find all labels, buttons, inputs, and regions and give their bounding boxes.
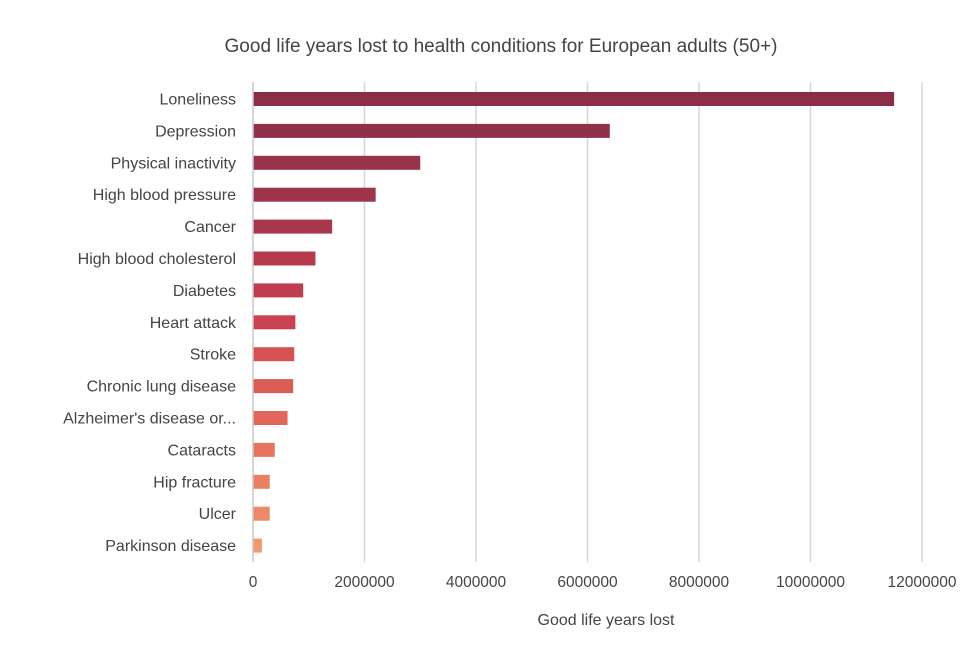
category-label: Cataracts — [168, 442, 236, 459]
bar — [253, 92, 895, 106]
category-label: Physical inactivity — [111, 155, 236, 172]
x-tick-label: 8000000 — [669, 574, 730, 591]
chart-title: Good life years lost to health condition… — [225, 36, 778, 57]
bar — [253, 347, 295, 362]
category-label: Alzheimer's disease or... — [63, 411, 236, 428]
x-tick-labels: 0 2000000 4000000 6000000 8000000 10000000 120… — [249, 574, 957, 591]
category-label: Heart attack — [150, 315, 237, 332]
category-label: Stroke — [190, 347, 236, 364]
category-label: Chronic lung disease — [87, 379, 237, 396]
x-tick-label: 4000000 — [446, 574, 507, 591]
x-tick-label: 12000000 — [888, 574, 957, 591]
category-label: Parkinson disease — [105, 538, 236, 555]
category-label: Cancer — [184, 219, 236, 236]
gridlines — [363, 82, 923, 562]
category-label: Hip fracture — [153, 474, 236, 491]
bars — [253, 92, 895, 553]
x-tick-label: 2000000 — [334, 574, 395, 591]
bar — [253, 506, 270, 521]
x-tick-label: 0 — [249, 574, 258, 591]
bar — [253, 123, 610, 138]
bar — [253, 379, 294, 394]
x-axis-title: Good life years lost — [538, 612, 676, 629]
bar — [253, 315, 296, 330]
bar — [253, 538, 262, 553]
category-label: Diabetes — [173, 283, 236, 300]
category-label: High blood cholesterol — [78, 251, 236, 268]
bar — [253, 251, 316, 266]
category-label: Loneliness — [160, 92, 237, 109]
category-label: Depression — [155, 123, 236, 140]
category-label: Ulcer — [199, 506, 237, 523]
bar — [253, 219, 333, 234]
x-tick-label: 10000000 — [776, 574, 845, 591]
bar — [253, 283, 304, 298]
bar — [253, 155, 421, 170]
bar — [253, 411, 288, 425]
category-label: High blood pressure — [93, 187, 236, 204]
x-tick-label: 6000000 — [557, 574, 618, 591]
bar — [253, 442, 275, 457]
bar — [253, 187, 376, 202]
bar — [253, 474, 270, 489]
category-labels: Loneliness Depression Physical inactivity H… — [63, 92, 237, 556]
